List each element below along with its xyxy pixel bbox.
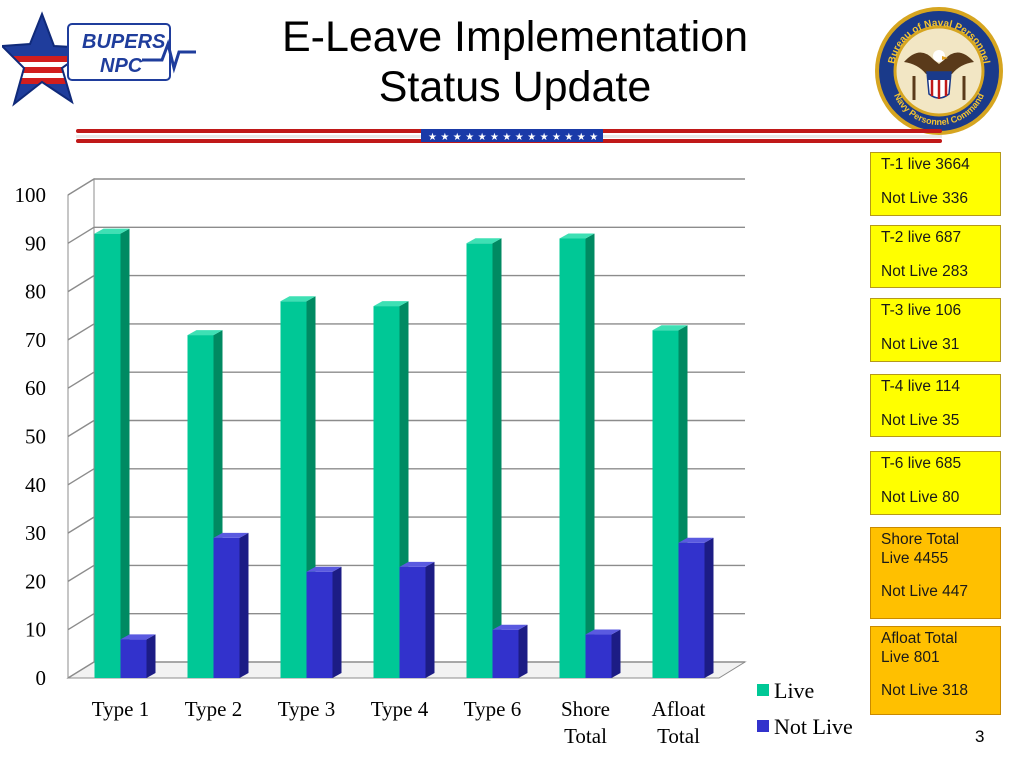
- star-field: [421, 129, 603, 142]
- gridline: [67, 613, 745, 631]
- status-box-not-live: Not Live 283: [881, 263, 969, 280]
- gridline: [67, 371, 745, 389]
- bar-live: [187, 330, 223, 678]
- gridline: [67, 419, 745, 438]
- y-tick-label: 100: [15, 183, 47, 207]
- bar-not-live: [678, 537, 714, 678]
- chart-legend: Live Not Live: [757, 678, 853, 739]
- bar-chart: 0 10 20 30 40 50 60 70 80 90 100 Type 1 Type 2 Type …: [15, 178, 853, 748]
- title-line-1: E-Leave Implementation: [281, 13, 749, 61]
- y-tick-label: 90: [25, 231, 46, 255]
- legend-label: Live: [774, 678, 814, 703]
- status-box-live: Shore Total Live 4455: [881, 531, 960, 567]
- flag-stars: ★ ★ ★ ★ ★ ★ ★ ★ ★ ★ ★ ★ ★ ★: [428, 132, 598, 143]
- status-box-live: T-6 live 685: [881, 455, 962, 472]
- flag-star-icon: ★: [577, 132, 586, 143]
- x-tick-label: Type 2: [185, 697, 242, 721]
- bar-live: [559, 233, 595, 678]
- y-tick-label: 20: [25, 569, 46, 593]
- status-box-not-live: Not Live 447: [881, 583, 969, 600]
- title-line-2: Status Update: [378, 63, 652, 111]
- flag-star-icon: ★: [552, 132, 561, 143]
- flag-star-icon: ★: [465, 132, 474, 143]
- page-number: 3: [975, 727, 985, 746]
- gridline: [67, 516, 745, 534]
- slide-title: E-Leave Implementation Status Update: [200, 12, 830, 112]
- heartbeat-icon: [142, 38, 196, 74]
- y-tick-label: 40: [25, 473, 46, 497]
- status-box-live: T-2 live 687: [881, 229, 962, 246]
- x-tick-label: Type 1: [92, 697, 149, 721]
- flag-star-icon: ★: [428, 132, 437, 143]
- bupers-npc-logo: BUPERS NPC: [2, 11, 196, 107]
- bar-not-live: [213, 532, 249, 678]
- navy-personnel-command-seal: Bureau of Naval Personnel Navy Personnel…: [875, 7, 1003, 135]
- x-tick-label: Type 4: [371, 697, 429, 721]
- legend-swatch: [757, 720, 769, 732]
- status-box: Afloat Total Live 801 Not Live 318: [870, 626, 1001, 715]
- status-box: T-2 live 687 Not Live 283: [870, 225, 1001, 288]
- status-box-not-live: Not Live 80: [881, 489, 960, 506]
- status-box-not-live: Not Live 35: [881, 412, 960, 429]
- status-box-live: T-1 live 3664: [881, 156, 970, 173]
- gridline: [67, 468, 745, 486]
- y-tick-label: 70: [25, 328, 46, 352]
- status-box: Shore Total Live 4455 Not Live 447: [870, 527, 1001, 619]
- bar-not-live: [120, 634, 156, 678]
- gridline: [67, 661, 745, 679]
- status-box: T-1 live 3664 Not Live 336: [870, 152, 1001, 216]
- gridline: [67, 323, 745, 341]
- bar-not-live: [585, 629, 621, 678]
- gridline: [67, 226, 745, 244]
- flag-divider: ★ ★ ★ ★ ★ ★ ★ ★ ★ ★ ★ ★ ★ ★: [76, 129, 942, 143]
- status-box: T-3 live 106 Not Live 31: [870, 298, 1001, 362]
- status-box-not-live: Not Live 31: [881, 336, 960, 353]
- bar-live: [94, 228, 130, 678]
- flag-star-icon: ★: [478, 132, 487, 143]
- flag-star-icon: ★: [540, 132, 549, 143]
- y-tick-label: 0: [36, 666, 47, 690]
- x-tick-label: Type 6: [464, 697, 521, 721]
- y-tick-label: 60: [25, 376, 46, 400]
- flag-star-icon: ★: [453, 132, 462, 143]
- legend-swatch: [757, 684, 769, 696]
- logo-text-bupers: BUPERS: [82, 31, 166, 53]
- status-box-live: T-3 live 106: [881, 302, 962, 319]
- gridline: [67, 274, 745, 293]
- bar-not-live: [399, 561, 435, 678]
- anchor-icon: [912, 76, 966, 100]
- flag-star-icon: ★: [527, 132, 536, 143]
- flag-star-icon: ★: [502, 132, 511, 143]
- flag-star-icon: ★: [589, 132, 598, 143]
- flag-star-icon: ★: [440, 132, 449, 143]
- flag-star-icon: ★: [564, 132, 573, 143]
- bar-live: [466, 238, 502, 679]
- bar-not-live: [306, 566, 342, 678]
- x-tick-label: Type 3: [278, 697, 335, 721]
- flag-star-icon: ★: [515, 132, 524, 143]
- flag-star-icon: ★: [490, 132, 499, 143]
- y-tick-label: 30: [25, 521, 46, 545]
- y-tick-label: 10: [25, 618, 46, 642]
- gridline: [67, 178, 745, 196]
- status-box-not-live: Not Live 318: [881, 682, 969, 699]
- status-box-live: Afloat Total Live 801: [881, 630, 958, 666]
- bar-not-live: [492, 624, 528, 678]
- x-tick-label: Afloat Total: [652, 697, 706, 748]
- x-tick-label: Shore Total: [561, 697, 610, 748]
- status-box: T-6 live 685 Not Live 80: [870, 451, 1001, 515]
- eagle-icon: [904, 50, 974, 99]
- legend-label: Not Live: [774, 714, 853, 739]
- logo-text-npc: NPC: [100, 55, 143, 77]
- gridline: [67, 564, 745, 582]
- bar-live: [280, 296, 316, 678]
- status-box-live: T-4 live 114: [881, 378, 960, 395]
- status-box-not-live: Not Live 336: [881, 190, 969, 207]
- status-box: T-4 live 114 Not Live 35: [870, 374, 1001, 437]
- y-tick-label: 80: [25, 280, 46, 304]
- y-tick-label: 50: [25, 425, 46, 449]
